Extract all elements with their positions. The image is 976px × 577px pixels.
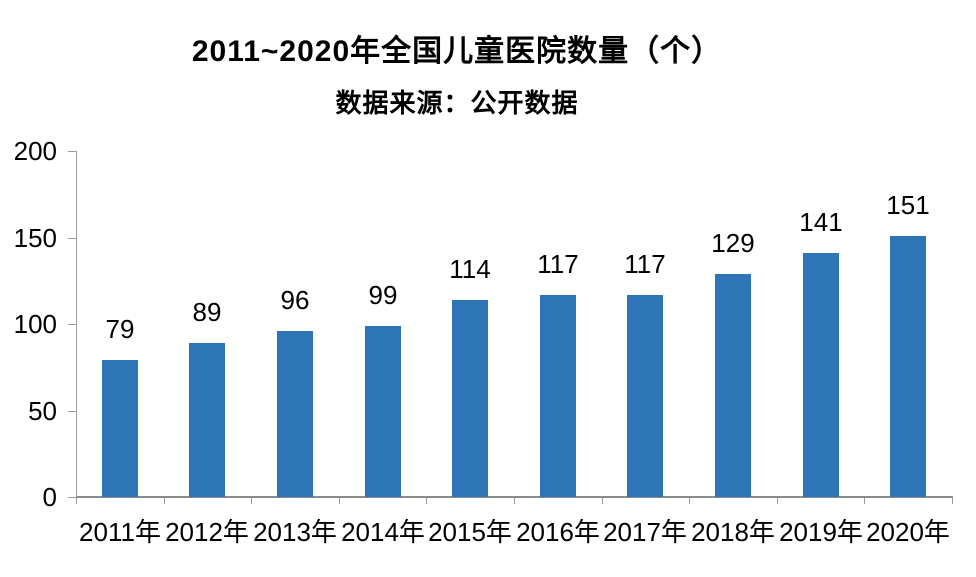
y-axis-label-100: 100 bbox=[13, 309, 57, 339]
x-tick-8 bbox=[777, 498, 778, 504]
bar-2017 bbox=[627, 295, 663, 497]
x-axis-label-2013: 2013年 bbox=[253, 517, 337, 547]
x-axis-label-2012: 2012年 bbox=[165, 517, 249, 547]
x-tick-5 bbox=[514, 498, 515, 504]
x-tick-4 bbox=[426, 498, 427, 504]
bar-2016 bbox=[540, 295, 576, 497]
y-axis-label-150: 150 bbox=[13, 223, 57, 253]
x-axis-label-2011: 2011年 bbox=[79, 517, 161, 547]
bar-2012 bbox=[189, 343, 225, 497]
x-tick-3 bbox=[339, 498, 340, 504]
bar-value-label-2014: 99 bbox=[368, 280, 398, 310]
y-axis-line bbox=[76, 151, 77, 497]
bar-value-label-2012: 89 bbox=[192, 297, 222, 327]
bar-2011 bbox=[102, 360, 138, 497]
bar-value-label-2019: 141 bbox=[799, 207, 843, 237]
chart-subtitle: 数据来源：公开数据 bbox=[335, 88, 579, 118]
bar-2015 bbox=[452, 300, 488, 497]
bar-value-label-2020: 151 bbox=[886, 190, 930, 220]
chart-title: 2011~2020年全国儿童医院数量（个） bbox=[191, 35, 723, 68]
y-axis-label-50: 50 bbox=[28, 396, 57, 426]
bar-2013 bbox=[277, 331, 313, 497]
x-axis-label-2014: 2014年 bbox=[341, 517, 425, 547]
bar-value-label-2013: 96 bbox=[280, 285, 310, 315]
x-axis-label-2017: 2017年 bbox=[603, 517, 687, 547]
x-axis-label-2015: 2015年 bbox=[428, 517, 512, 547]
y-tick-50 bbox=[68, 411, 76, 412]
bar-value-label-2015: 114 bbox=[449, 254, 491, 284]
x-axis-label-2016: 2016年 bbox=[516, 517, 600, 547]
bar-2020 bbox=[890, 236, 926, 497]
x-tick-9 bbox=[864, 498, 865, 504]
bar-value-label-2017: 117 bbox=[624, 249, 666, 279]
bar-value-label-2016: 117 bbox=[537, 249, 579, 279]
bar-2018 bbox=[715, 274, 751, 497]
x-tick-0 bbox=[76, 498, 77, 504]
y-axis-label-0: 0 bbox=[42, 482, 57, 512]
y-tick-200 bbox=[68, 151, 76, 152]
x-tick-2 bbox=[251, 498, 252, 504]
x-tick-7 bbox=[689, 498, 690, 504]
x-axis-label-2018: 2018年 bbox=[691, 517, 775, 547]
x-tick-10 bbox=[952, 498, 953, 504]
y-tick-0 bbox=[68, 497, 76, 498]
y-tick-150 bbox=[68, 238, 76, 239]
x-axis-line bbox=[76, 496, 953, 498]
bar-2014 bbox=[365, 326, 401, 497]
x-tick-1 bbox=[164, 498, 165, 504]
x-axis-label-2020: 2020年 bbox=[866, 517, 950, 547]
y-axis-label-200: 200 bbox=[13, 136, 57, 166]
y-tick-100 bbox=[68, 324, 76, 325]
bar-2019 bbox=[803, 253, 839, 497]
x-tick-6 bbox=[602, 498, 603, 504]
x-axis-label-2019: 2019年 bbox=[779, 517, 863, 547]
bar-value-label-2011: 79 bbox=[105, 314, 135, 344]
bar-value-label-2018: 129 bbox=[711, 228, 755, 258]
